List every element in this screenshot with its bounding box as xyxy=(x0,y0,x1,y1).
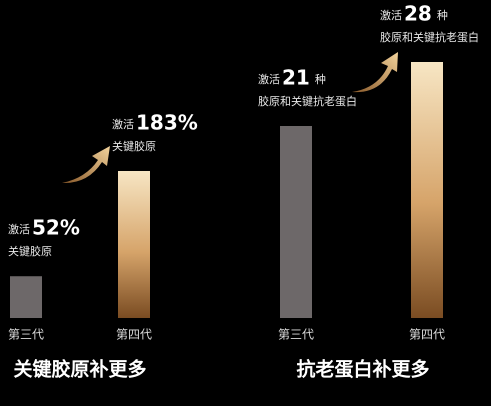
label-prefix: 激活 xyxy=(380,8,402,22)
note: 胶原和关键抗老蛋白 xyxy=(258,94,357,108)
x-tick-label: 第三代 xyxy=(278,328,314,342)
value-label: 28 xyxy=(404,2,432,26)
bar xyxy=(280,126,312,318)
note: 关键胶原 xyxy=(112,139,156,153)
value-label: 52% xyxy=(32,216,80,240)
label-prefix: 激活 xyxy=(258,72,280,86)
value-label: 21 xyxy=(282,66,310,90)
chart-title: 关键胶原补更多 xyxy=(13,358,146,381)
x-tick-label: 第四代 xyxy=(409,328,445,342)
bar xyxy=(118,171,150,318)
note: 关键胶原 xyxy=(8,244,52,258)
label-prefix: 激活 xyxy=(8,222,30,236)
x-tick-label: 第四代 xyxy=(116,328,152,342)
bar xyxy=(10,276,42,318)
value-label: 183% xyxy=(136,111,198,135)
label-prefix: 激活 xyxy=(112,117,134,131)
unit: 种 xyxy=(315,72,326,86)
note: 胶原和关键抗老蛋白 xyxy=(380,30,479,44)
arrow xyxy=(352,52,398,93)
arrow xyxy=(62,146,110,184)
unit: 种 xyxy=(437,8,448,22)
chart-title: 抗老蛋白补更多 xyxy=(296,358,429,381)
bar xyxy=(411,62,443,318)
x-tick-label: 第三代 xyxy=(8,328,44,342)
